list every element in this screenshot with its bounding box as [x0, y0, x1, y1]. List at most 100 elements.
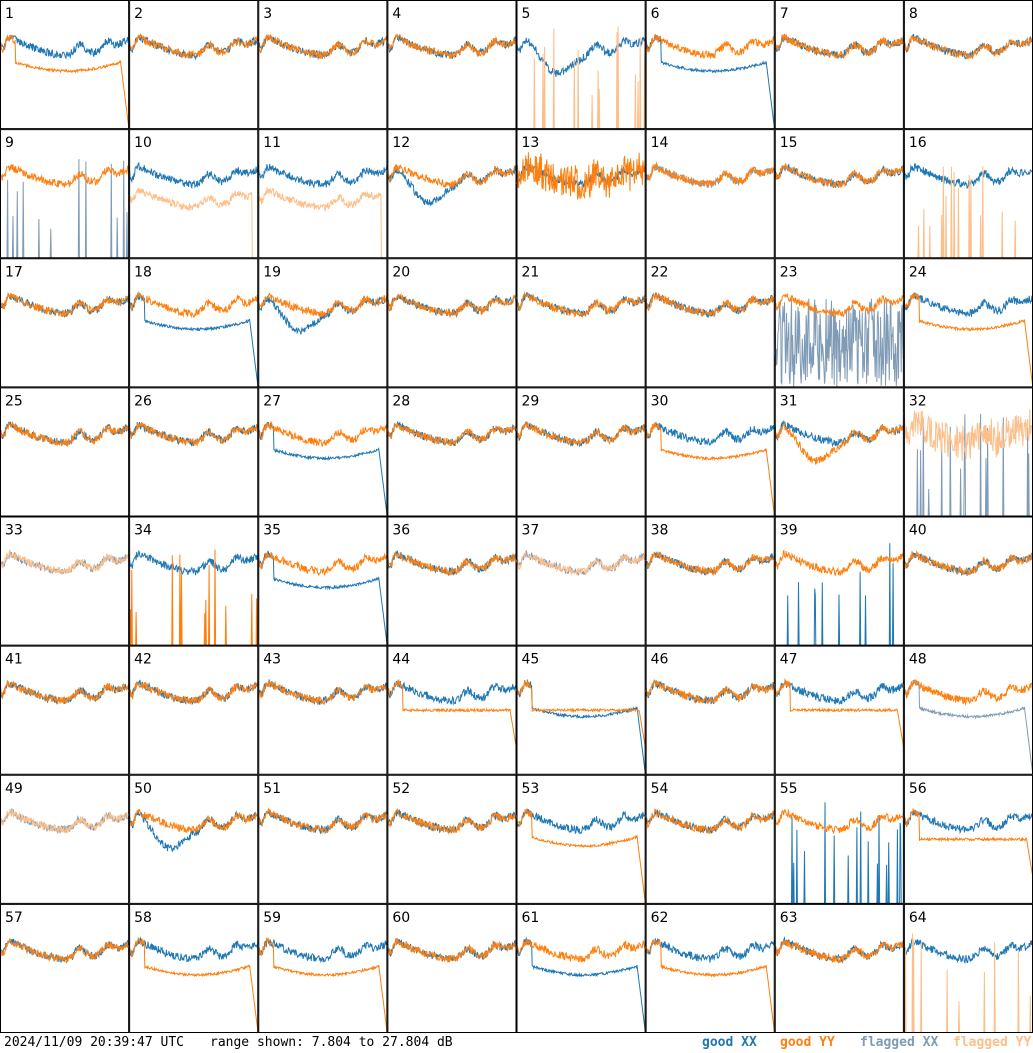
panel-frame [129, 774, 259, 904]
panel-33: 33 [0, 516, 130, 646]
series-yy-panel-23 [774, 292, 905, 318]
panel-25: 25 [0, 387, 130, 517]
panel-label: 60 [392, 910, 410, 926]
panel-label: 55 [780, 781, 798, 797]
series-xx-panel-48 [903, 679, 1033, 775]
panel-frame [516, 387, 646, 517]
series-yy-panel-32 [903, 409, 1033, 461]
series-yy-panel-59 [257, 936, 388, 1033]
panel-label: 37 [522, 523, 540, 539]
series-xx-panel-63 [774, 936, 904, 964]
series-yy-panel-16 [903, 166, 1033, 259]
series-yy-panel-61 [516, 938, 647, 963]
panel-label: 42 [134, 652, 152, 668]
series-xx-panel-18 [129, 292, 259, 388]
panel-label: 16 [909, 135, 927, 151]
series-yy-panel-28 [386, 422, 517, 447]
panel-frame [645, 903, 775, 1033]
panel-label: 18 [134, 264, 152, 280]
panel-frame [258, 258, 388, 388]
panel-30: 30 [645, 387, 776, 517]
panel-29: 29 [516, 387, 647, 517]
series-yy-panel-53 [516, 807, 647, 904]
panel-53: 53 [516, 774, 647, 904]
series-yy-panel-46 [645, 678, 776, 705]
panel-frame [387, 129, 517, 259]
panel-64: 64 [903, 903, 1033, 1033]
panel-frame [645, 516, 775, 646]
series-yy-panel-13 [516, 152, 647, 200]
panel-frame [387, 645, 517, 775]
series-xx-panel-34 [128, 549, 259, 576]
series-yy-panel-11 [257, 187, 388, 259]
series-xx-panel-35 [257, 550, 388, 646]
panel-21: 21 [516, 258, 647, 388]
series-yy-panel-54 [645, 807, 776, 834]
panel-frame [258, 387, 388, 517]
series-yy-panel-33 [0, 548, 130, 576]
panel-11: 11 [257, 129, 388, 259]
panel-frame [387, 903, 517, 1033]
series-yy-panel-1 [0, 34, 130, 130]
panel-14: 14 [645, 129, 776, 259]
series-xx-panel-30 [645, 421, 776, 446]
panel-frame [516, 903, 646, 1033]
panel-label: 53 [522, 781, 540, 797]
series-xx-panel-11 [257, 163, 388, 189]
panel-frame [516, 645, 646, 775]
panel-label: 1 [5, 6, 14, 22]
panel-8: 8 [903, 0, 1033, 130]
panel-frame [129, 516, 259, 646]
series-xx-panel-1 [0, 34, 130, 60]
panel-frame [774, 258, 904, 388]
series-yy-panel-2 [129, 33, 259, 59]
series-xx-panel-44 [386, 680, 517, 706]
panel-47: 47 [774, 645, 905, 775]
panel-frame [645, 774, 775, 904]
series-yy-panel-30 [645, 422, 776, 517]
panel-12: 12 [386, 129, 517, 259]
series-yy-panel-19 [257, 293, 388, 318]
series-xx-panel-19 [257, 295, 388, 335]
series-xx-panel-61 [516, 936, 647, 1033]
panel-16: 16 [903, 129, 1033, 259]
panel-label: 40 [909, 523, 927, 539]
series-yy-panel-9 [0, 164, 130, 188]
series-yy-panel-12 [386, 164, 517, 190]
series-yy-panel-31 [774, 423, 905, 465]
series-yy-panel-51 [257, 807, 388, 834]
panel-10: 10 [128, 129, 259, 259]
panel-frame [258, 903, 388, 1033]
panel-frame [774, 645, 904, 775]
panel-60: 60 [386, 903, 517, 1033]
panel-label: 2 [134, 6, 143, 22]
panel-frame [903, 0, 1033, 130]
panel-label: 3 [263, 6, 272, 22]
panel-label: 41 [5, 652, 23, 668]
panel-frame [645, 258, 775, 388]
panel-frame [645, 0, 775, 130]
legend-good-xx: good XX [702, 1035, 757, 1050]
panel-6: 6 [645, 0, 776, 130]
panel-52: 52 [386, 774, 517, 904]
series-xx-panel-10 [128, 161, 259, 190]
panel-22: 22 [645, 258, 776, 388]
panel-frame [258, 645, 388, 775]
panel-5: 5 [516, 0, 647, 130]
panel-label: 54 [651, 781, 669, 797]
panel-label: 44 [392, 652, 410, 668]
panel-frame [516, 516, 646, 646]
panel-label: 63 [780, 910, 798, 926]
panel-label: 48 [909, 652, 927, 668]
series-yy-panel-57 [0, 937, 130, 964]
panel-frame [645, 387, 775, 517]
panel-label: 56 [909, 781, 927, 797]
series-yy-panel-50 [128, 808, 259, 834]
panel-41: 41 [0, 645, 130, 775]
panel-61: 61 [516, 903, 647, 1033]
panel-frame [258, 516, 388, 646]
series-yy-panel-5 [516, 26, 647, 130]
panel-frame [0, 774, 130, 904]
panel-51: 51 [257, 774, 388, 904]
panel-label: 24 [909, 264, 927, 280]
